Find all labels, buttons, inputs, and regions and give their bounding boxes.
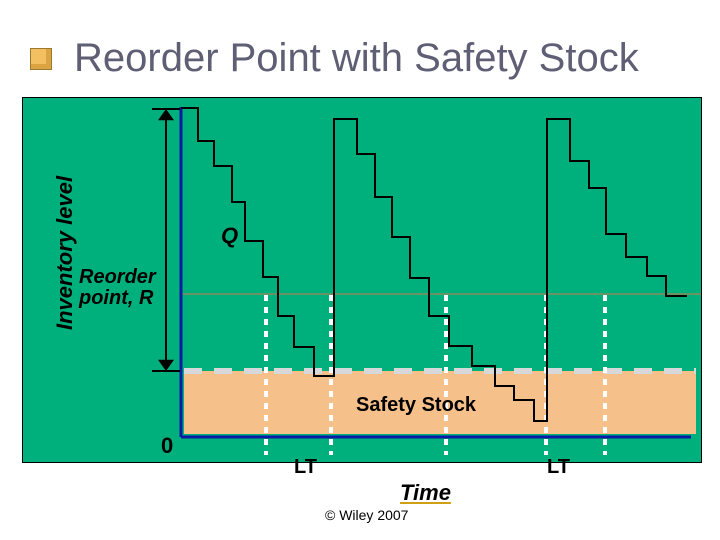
safety-stock-label: Safety Stock: [356, 394, 476, 417]
q-bracket-arrow: [152, 109, 180, 371]
reorder-point-label: Reorder point, R: [79, 267, 156, 309]
q-label: Q: [221, 223, 238, 249]
x-axis-label: Time: [400, 480, 451, 506]
lt-label-2: LT: [547, 456, 570, 479]
y-axis-label: Inventory level: [52, 176, 78, 330]
zero-label: 0: [161, 433, 173, 459]
lt-label-1: LT: [294, 456, 317, 479]
safety-stock-dashes: [184, 368, 696, 374]
slide-title: Reorder Point with Safety Stock: [74, 36, 639, 81]
title-bullet-icon: [30, 48, 52, 70]
chart-canvas: Q Reorder point, R 0 Safety Stock: [22, 97, 702, 463]
copyright: © Wiley 2007: [325, 507, 408, 523]
